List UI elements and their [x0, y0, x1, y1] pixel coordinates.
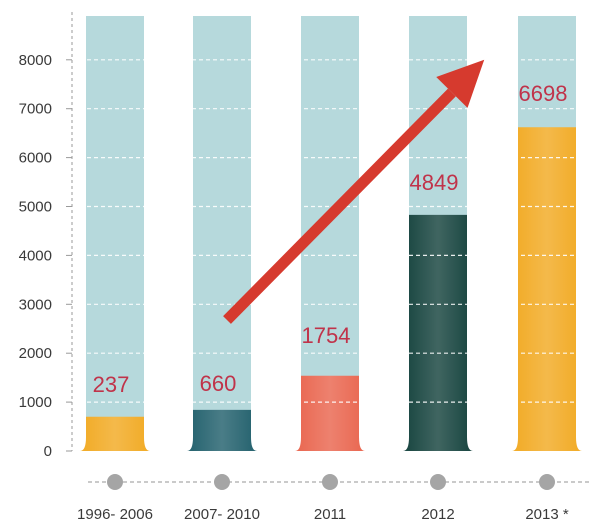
y-tick-label: 7000 — [19, 101, 52, 118]
y-tick-label: 1000 — [19, 394, 52, 411]
bar-track — [86, 16, 144, 451]
bar-shine — [193, 409, 251, 451]
value-labels: 237 660 1754 4849 6698 — [93, 81, 568, 397]
data-label: 237 — [93, 372, 130, 397]
bar — [187, 409, 257, 451]
category-marker — [322, 474, 338, 490]
y-tick-label: 3000 — [19, 296, 52, 313]
x-tick-label: 2007- 2010 — [184, 506, 260, 523]
arrow-head — [436, 59, 485, 108]
bar-shine — [518, 127, 576, 452]
bar — [295, 375, 365, 451]
bars-layer — [80, 16, 582, 452]
y-tick-label: 4000 — [19, 247, 52, 264]
arrow-shaft — [223, 88, 456, 324]
bar — [512, 127, 582, 452]
x-tick-label: 2011 — [314, 506, 346, 523]
data-label: 4849 — [410, 170, 459, 195]
data-label: 660 — [200, 371, 237, 396]
category-marker — [107, 474, 123, 490]
category-marker — [430, 474, 446, 490]
bar-shine — [86, 416, 144, 451]
y-tick-label: 2000 — [19, 345, 52, 362]
x-tick-label: 1996- 2006 — [77, 506, 153, 523]
x-axis: 1996- 2006 2007- 2010 2011 2012 2013 * — [77, 474, 592, 523]
data-label: 6698 — [519, 81, 568, 106]
bar-shine — [301, 375, 359, 451]
x-tick-label: 2013 * — [525, 506, 569, 523]
y-tick-label: 6000 — [19, 150, 52, 167]
y-tick-label: 5000 — [19, 199, 52, 216]
x-tick-label: 2012 — [421, 506, 454, 523]
bar — [403, 214, 473, 451]
bar — [80, 416, 150, 451]
trend-arrow — [223, 59, 485, 324]
category-marker — [539, 474, 555, 490]
data-label: 1754 — [302, 323, 351, 348]
category-marker — [214, 474, 230, 490]
bar-track — [193, 16, 251, 451]
y-tick-label: 8000 — [19, 52, 52, 69]
bar-shine — [409, 214, 467, 451]
y-axis: 0 1000 2000 3000 4000 5000 6000 7000 8000 — [19, 12, 73, 460]
y-tick-label: 0 — [44, 443, 52, 460]
